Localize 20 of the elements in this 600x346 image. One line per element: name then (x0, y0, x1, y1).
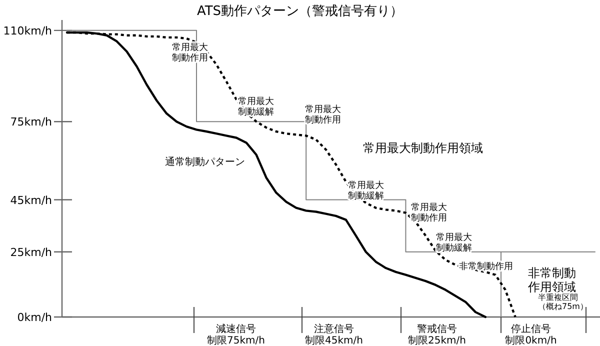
annotation: 半重複区間（概ね75m） (538, 293, 588, 312)
annotation: 常用最大制動作用 (172, 43, 208, 64)
annotation: 常用最大制動作用領域 (363, 141, 483, 155)
ytick: 75km/h (10, 116, 52, 129)
annotation: 常用最大制動作用 (411, 203, 447, 224)
annotation: 減速信号制限75km/h (207, 324, 265, 346)
annotation: 通常制動パターン (165, 157, 245, 168)
annotation: 警戒信号制限25km/h (408, 324, 466, 346)
annotation: 注意信号制限45km/h (305, 324, 363, 346)
title: ATS動作パターン（警戒信号有り） (196, 4, 404, 19)
ytick: 45km/h (10, 194, 52, 207)
ytick: 110km/h (3, 24, 52, 38)
annotation: 常用最大制動作用 (305, 105, 341, 126)
annotation: 非常制動作用領域 (528, 266, 576, 294)
annotation: 常用最大制動緩解 (348, 181, 384, 202)
ytick: 25km/h (10, 246, 52, 259)
annotation: 常用最大制動緩解 (238, 97, 274, 118)
annotation: 常用最大制動緩解 (436, 233, 472, 254)
annotation: 停止信号制限0km/h (505, 324, 557, 346)
ytick: 0km/h (17, 311, 52, 324)
